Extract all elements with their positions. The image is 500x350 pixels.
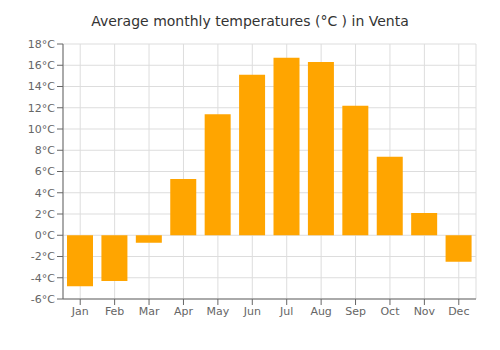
- svg-text:Jun: Jun: [243, 305, 261, 318]
- svg-text:14°C: 14°C: [28, 80, 55, 93]
- svg-text:10°C: 10°C: [28, 123, 55, 136]
- svg-text:Oct: Oct: [380, 305, 400, 318]
- svg-text:8°C: 8°C: [35, 144, 55, 157]
- svg-text:2°C: 2°C: [35, 208, 55, 221]
- html-text:Average monthly temperatures (: Average monthly temperatures (°C ) in Ve…: [91, 13, 409, 29]
- svg-text:Apr: Apr: [174, 305, 194, 318]
- svg-text:Jan: Jan: [71, 305, 89, 318]
- svg-text:Dec: Dec: [448, 305, 469, 318]
- svg-text:Aug: Aug: [310, 305, 331, 318]
- svg-text:4°C: 4°C: [35, 187, 55, 200]
- svg-text:Nov: Nov: [414, 305, 436, 318]
- svg-text:Feb: Feb: [105, 305, 124, 318]
- svg-text:18°C: 18°C: [28, 38, 55, 51]
- svg-text:May: May: [207, 305, 230, 318]
- svg-text:6°C: 6°C: [35, 165, 55, 178]
- svg-text:-4°C: -4°C: [31, 272, 55, 285]
- svg-text:Jul: Jul: [279, 305, 293, 318]
- svg-text:Mar: Mar: [139, 305, 160, 318]
- svg-text:12°C: 12°C: [28, 102, 55, 115]
- svg-text:-6°C: -6°C: [31, 293, 55, 306]
- svg-text:-2°C: -2°C: [31, 250, 55, 263]
- svg-text:0°C: 0°C: [35, 229, 55, 242]
- svg-text:16°C: 16°C: [28, 59, 55, 72]
- svg-text:Sep: Sep: [345, 305, 366, 318]
